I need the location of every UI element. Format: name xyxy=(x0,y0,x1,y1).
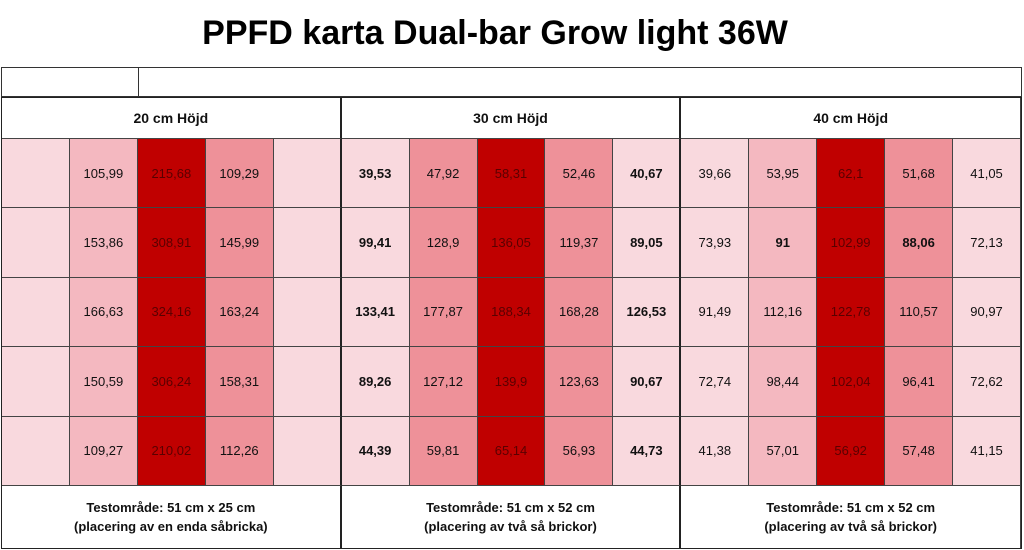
section-footer: Testområde: 51 cm x 52 cm (placering av t… xyxy=(341,486,682,548)
ppfd-cell: 44,73 xyxy=(613,416,682,486)
test-area-text: Testområde: 51 cm x 25 cm xyxy=(86,500,256,515)
ppfd-cell: 139,9 xyxy=(477,347,546,417)
ppfd-cell: 72,62 xyxy=(953,347,1021,417)
ppfd-cell: 90,97 xyxy=(953,277,1021,348)
ppfd-cell: 102,04 xyxy=(817,347,886,417)
ppfd-cell: 39,66 xyxy=(681,139,750,209)
ppfd-cell xyxy=(273,208,342,278)
ppfd-cell: 59,81 xyxy=(409,416,478,486)
blank-top-row xyxy=(1,67,1022,97)
ppfd-cell: 306,24 xyxy=(137,347,206,417)
ppfd-cell xyxy=(273,347,342,417)
ppfd-cell xyxy=(2,416,70,486)
ppfd-cell: 158,31 xyxy=(205,347,274,417)
ppfd-cell xyxy=(2,208,70,278)
ppfd-cell xyxy=(273,139,342,209)
ppfd-cell: 88,06 xyxy=(885,208,954,278)
test-area-text: (placering av en enda såbricka) xyxy=(74,519,268,534)
ppfd-cell: 177,87 xyxy=(409,277,478,348)
ppfd-cell: 210,02 xyxy=(137,416,206,486)
ppfd-cell: 91 xyxy=(749,208,818,278)
ppfd-cell: 53,95 xyxy=(749,139,818,209)
ppfd-cell: 41,15 xyxy=(953,416,1021,486)
ppfd-cell: 39,53 xyxy=(341,139,410,209)
ppfd-cell: 90,67 xyxy=(613,347,682,417)
ppfd-cell: 41,05 xyxy=(953,139,1021,209)
ppfd-cell: 109,29 xyxy=(205,139,274,209)
ppfd-cell: 89,26 xyxy=(341,347,410,417)
ppfd-cell: 58,31 xyxy=(477,139,546,209)
ppfd-cell: 56,93 xyxy=(545,416,614,486)
test-area-text: Testområde: 51 cm x 52 cm xyxy=(426,500,595,515)
ppfd-cell: 136,05 xyxy=(477,208,546,278)
ppfd-cell: 145,99 xyxy=(205,208,274,278)
ppfd-cell: 52,46 xyxy=(545,139,614,209)
ppfd-cell xyxy=(273,416,342,486)
section-header: 30 cm Höjd xyxy=(341,98,682,139)
ppfd-cell: 65,14 xyxy=(477,416,546,486)
ppfd-cell: 110,57 xyxy=(885,277,954,348)
ppfd-cell: 112,16 xyxy=(749,277,818,348)
ppfd-cell: 168,28 xyxy=(545,277,614,348)
ppfd-cell: 73,93 xyxy=(681,208,750,278)
ppfd-cell: 56,92 xyxy=(817,416,886,486)
ppfd-cell: 62,1 xyxy=(817,139,886,209)
ppfd-cell: 163,24 xyxy=(205,277,274,348)
section-header: 40 cm Höjd xyxy=(681,98,1021,139)
ppfd-cell: 324,16 xyxy=(137,277,206,348)
ppfd-cell: 89,05 xyxy=(613,208,682,278)
ppfd-cell: 51,68 xyxy=(885,139,954,209)
test-area-text: (placering av två så brickor) xyxy=(764,519,937,534)
ppfd-cell: 40,67 xyxy=(613,139,682,209)
ppfd-cell: 96,41 xyxy=(885,347,954,417)
test-area-text: Testområde: 51 cm x 52 cm xyxy=(766,500,936,515)
ppfd-cell: 215,68 xyxy=(137,139,206,209)
ppfd-cell: 99,41 xyxy=(341,208,410,278)
ppfd-cell: 72,13 xyxy=(953,208,1021,278)
ppfd-cell xyxy=(2,347,70,417)
section-footer: Testområde: 51 cm x 25 cm (placering av e… xyxy=(2,486,342,548)
ppfd-cell: 128,9 xyxy=(409,208,478,278)
test-area-text: (placering av två så brickor) xyxy=(424,519,597,534)
divider xyxy=(138,68,139,96)
ppfd-cell: 133,41 xyxy=(341,277,410,348)
ppfd-cell: 188,34 xyxy=(477,277,546,348)
ppfd-cell: 150,59 xyxy=(69,347,138,417)
ppfd-cell: 119,37 xyxy=(545,208,614,278)
section-header: 20 cm Höjd xyxy=(2,98,342,139)
ppfd-cell: 44,39 xyxy=(341,416,410,486)
ppfd-cell: 72,74 xyxy=(681,347,750,417)
ppfd-cell: 98,44 xyxy=(749,347,818,417)
ppfd-cell: 153,86 xyxy=(69,208,138,278)
ppfd-cell: 57,01 xyxy=(749,416,818,486)
ppfd-cell: 47,92 xyxy=(409,139,478,209)
ppfd-cell: 57,48 xyxy=(885,416,954,486)
ppfd-table: 20 cm Höjd 105,99 215,68 109,29 153,86 308,91… xyxy=(1,97,1022,549)
ppfd-cell: 126,53 xyxy=(613,277,682,348)
ppfd-cell: 105,99 xyxy=(69,139,138,209)
ppfd-cell: 166,63 xyxy=(69,277,138,348)
ppfd-cell: 91,49 xyxy=(681,277,750,348)
ppfd-cell xyxy=(2,277,70,348)
ppfd-cell: 102,99 xyxy=(817,208,886,278)
ppfd-cell: 112,26 xyxy=(205,416,274,486)
ppfd-cell: 123,63 xyxy=(545,347,614,417)
ppfd-cell: 308,91 xyxy=(137,208,206,278)
ppfd-cell: 122,78 xyxy=(817,277,886,348)
section-footer: Testområde: 51 cm x 52 cm (placering av t… xyxy=(681,486,1021,548)
ppfd-cell: 41,38 xyxy=(681,416,750,486)
ppfd-cell xyxy=(2,139,70,209)
page-title: PPFD karta Dual-bar Grow light 36W xyxy=(202,14,788,52)
ppfd-cell xyxy=(273,277,342,348)
ppfd-cell: 109,27 xyxy=(69,416,138,486)
ppfd-cell: 127,12 xyxy=(409,347,478,417)
